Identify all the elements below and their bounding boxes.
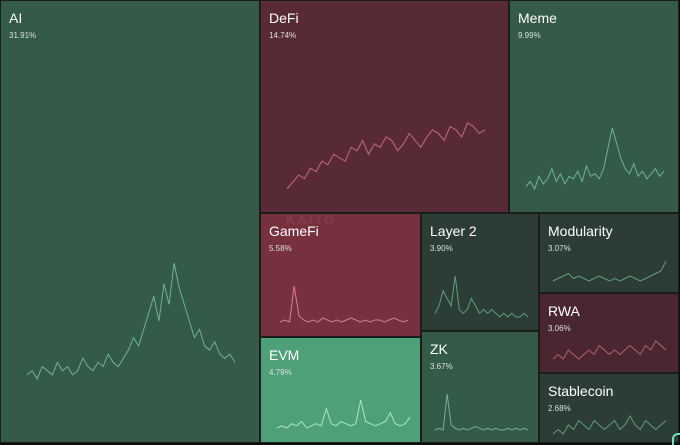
tile-label: Modularity	[548, 223, 613, 239]
tile-percent: 14.74%	[269, 31, 297, 40]
sparkline-path	[286, 122, 486, 190]
tile-label: Meme	[518, 10, 557, 26]
sparkline-path	[525, 127, 665, 191]
tile-defi[interactable]: DeFi 14.74%	[260, 0, 509, 213]
tile-layer-2[interactable]: Layer 2 3.90%	[421, 213, 539, 331]
sparkline-modularity	[552, 260, 667, 282]
tile-label: Layer 2	[430, 223, 477, 239]
tile-percent: 2.68%	[548, 404, 571, 413]
tile-label: GameFi	[269, 223, 319, 239]
sparkline-path	[552, 260, 667, 282]
tile-rwa[interactable]: RWA 3.06%	[539, 293, 679, 373]
sparkline-path	[434, 393, 529, 431]
tile-label: RWA	[548, 303, 580, 319]
tile-zk[interactable]: ZK 3.67%	[421, 331, 539, 443]
sparkline-path	[279, 285, 409, 323]
tile-meme[interactable]: Meme 9.99%	[509, 0, 679, 213]
tile-percent: 3.07%	[548, 244, 571, 253]
sparkline-evm	[276, 399, 411, 429]
tile-label: ZK	[430, 341, 448, 357]
tile-label: DeFi	[269, 10, 299, 26]
sparkline-layer-2	[434, 275, 529, 318]
tile-evm[interactable]: EVM 4.79%	[260, 337, 421, 443]
watermark-text: KAITO	[286, 212, 337, 227]
tile-percent: 9.99%	[518, 31, 541, 40]
sparkline-path	[552, 414, 667, 435]
tile-gamefi[interactable]: GameFi 5.58%	[260, 213, 421, 337]
sparkline-path	[552, 340, 667, 360]
sparkline-rwa	[552, 340, 667, 360]
sparkline-path	[276, 399, 411, 429]
tile-percent: 31.91%	[9, 31, 37, 40]
tile-modularity[interactable]: Modularity 3.07%	[539, 213, 679, 293]
tile-ai[interactable]: AI 31.91%	[0, 0, 260, 443]
resize-handle-icon[interactable]	[672, 433, 680, 445]
sparkline-meme	[525, 127, 665, 191]
tile-percent: 3.67%	[430, 362, 453, 371]
sparkline-zk	[434, 393, 529, 431]
sparkline-gamefi	[279, 285, 409, 323]
tile-percent: 4.79%	[269, 368, 292, 377]
tile-stablecoin[interactable]: Stablecoin 2.68%	[539, 373, 679, 443]
tile-label: Stablecoin	[548, 383, 614, 399]
tile-label: AI	[9, 10, 23, 26]
sparkline-defi	[286, 122, 486, 190]
sparkline-path	[26, 262, 236, 381]
sparkline-ai	[26, 262, 236, 381]
tile-label: EVM	[269, 347, 300, 363]
tile-percent: 3.06%	[548, 324, 571, 333]
tile-percent: 3.90%	[430, 244, 453, 253]
tile-percent: 5.58%	[269, 244, 292, 253]
sparkline-path	[434, 275, 529, 318]
sparkline-stablecoin	[552, 414, 667, 435]
